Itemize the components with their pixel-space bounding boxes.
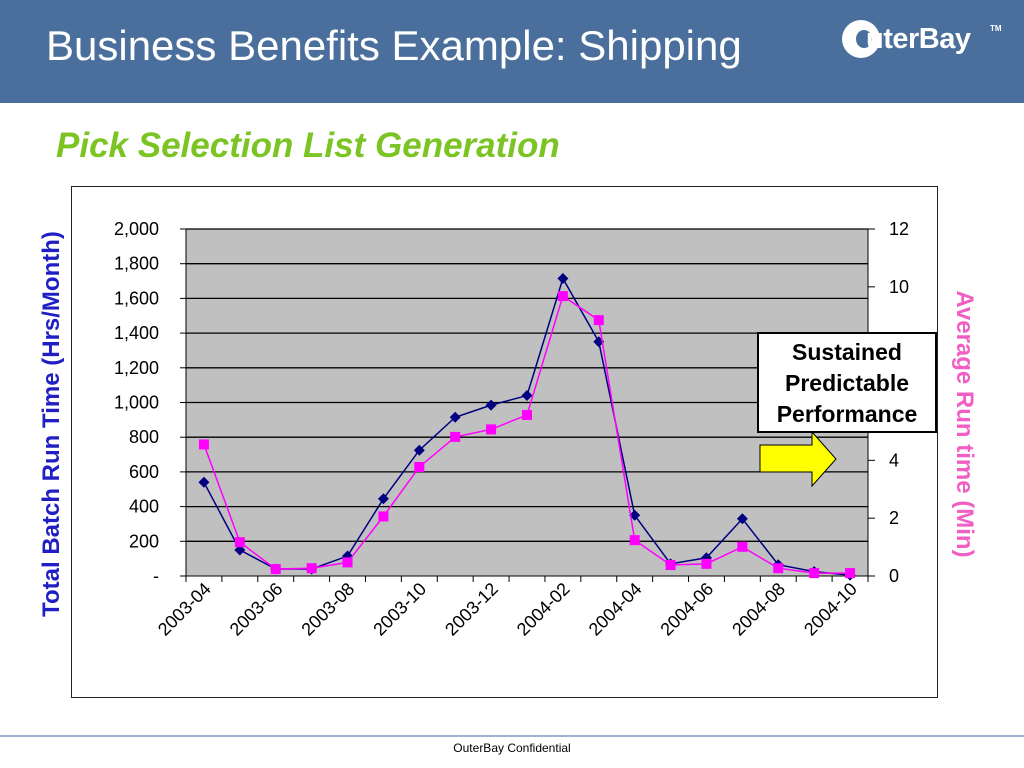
data-point-square	[737, 541, 748, 552]
left-tick-label: 1,000	[114, 393, 159, 413]
right-tick-label: 2	[889, 508, 899, 528]
outerbay-logo: uterBay TM	[842, 20, 1002, 62]
left-tick-label: 800	[129, 427, 159, 447]
data-point-square	[845, 568, 856, 579]
data-point-diamond	[449, 411, 461, 423]
data-point-diamond	[377, 493, 389, 505]
slide-title: Business Benefits Example: Shipping	[46, 22, 742, 69]
x-tick-label: 2003-06	[226, 579, 287, 640]
right-tick-label: 0	[889, 566, 899, 586]
callout-line-3: Performance	[776, 401, 918, 427]
data-point-diamond	[736, 513, 748, 525]
data-point-diamond	[198, 476, 210, 488]
left-tick-label: 600	[129, 462, 159, 482]
x-tick-label: 2004-10	[800, 579, 861, 640]
right-tick-label: 12	[889, 219, 909, 239]
left-tick-label: 200	[129, 531, 159, 551]
left-tick-label: -	[153, 566, 159, 586]
data-point-square	[306, 563, 317, 574]
x-tick-label: 2003-12	[441, 579, 502, 640]
right-axis-title: Average Run time (Min)	[951, 290, 978, 558]
x-tick-label: 2004-08	[728, 579, 789, 640]
data-point-square	[486, 424, 497, 435]
data-point-square	[773, 563, 784, 574]
footer-divider	[0, 735, 1024, 737]
data-point-square	[557, 291, 568, 302]
left-tick-label: 1,400	[114, 323, 159, 343]
data-point-diamond	[413, 444, 425, 456]
data-point-square	[522, 409, 532, 420]
chart: - 200 400 600 800 1,000 1,200 1,400 1,600 1,800 2,…	[114, 219, 909, 640]
left-axis-title: Total Batch Run Time (Hrs/Month)	[38, 231, 65, 617]
data-point-diamond	[557, 272, 569, 284]
data-point-square	[198, 439, 209, 450]
data-point-square	[665, 560, 676, 571]
data-point-square	[593, 315, 604, 326]
x-tick-label: 2003-10	[369, 579, 430, 640]
left-tick-label: 400	[129, 497, 159, 517]
data-point-square	[809, 568, 820, 579]
data-point-square	[270, 564, 281, 575]
x-tick-label: 2004-02	[513, 579, 574, 640]
slide-subtitle: Pick Selection List Generation	[56, 126, 560, 165]
x-tick-label: 2004-06	[656, 579, 717, 640]
data-point-square	[701, 558, 712, 569]
logo-trademark: TM	[990, 24, 1002, 33]
left-tick-label: 1,800	[114, 254, 159, 274]
callout-box: Sustained Predictable Performance	[757, 332, 937, 433]
data-point-square	[450, 431, 461, 442]
x-tick-label: 2004-04	[585, 579, 646, 640]
data-point-square	[629, 535, 640, 546]
data-point-square	[342, 557, 353, 568]
data-point-diamond	[521, 390, 533, 402]
data-point-square	[414, 461, 425, 472]
left-tick-label: 1,200	[114, 358, 159, 378]
title-bar: Business Benefits Example: Shipping uter…	[0, 0, 1024, 103]
callout-line-2: Predictable	[785, 370, 909, 396]
right-tick-label: 10	[889, 277, 909, 297]
footer-confidential: OuterBay Confidential	[453, 741, 571, 755]
data-point-square	[378, 511, 389, 522]
data-point-diamond	[629, 509, 641, 521]
data-point-diamond	[234, 544, 246, 556]
left-tick-label: 1,600	[114, 288, 159, 308]
data-point-square	[234, 537, 245, 548]
right-tick-label: 4	[889, 450, 899, 470]
x-tick-label: 2003-08	[297, 579, 358, 640]
logo-text: uterBay	[866, 23, 971, 55]
left-tick-label: 2,000	[114, 219, 159, 239]
callout-arrow-icon	[759, 430, 837, 488]
logo-circle-icon	[842, 20, 880, 58]
x-tick-label: 2003-04	[154, 579, 215, 640]
chart-frame: - 200 400 600 800 1,000 1,200 1,400 1,600 1,800 2,…	[71, 186, 938, 698]
callout-line-1: Sustained	[792, 339, 902, 365]
data-point-diamond	[485, 399, 497, 411]
